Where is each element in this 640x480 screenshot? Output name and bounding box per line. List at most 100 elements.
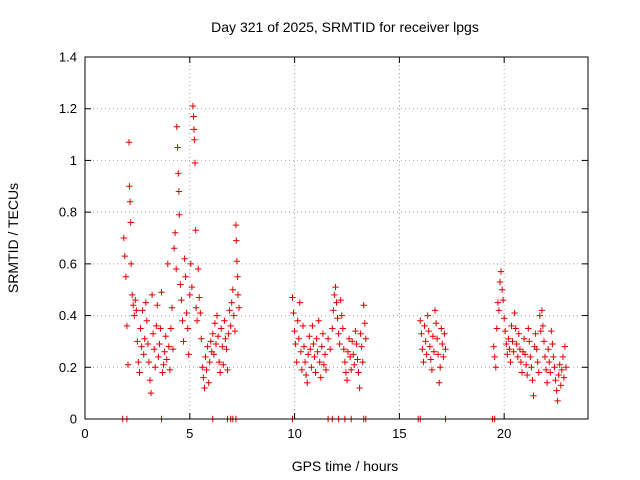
data-point xyxy=(509,338,516,345)
data-point xyxy=(226,307,233,314)
data-point xyxy=(511,309,518,317)
data-point xyxy=(234,273,241,280)
data-point xyxy=(320,361,328,368)
data-point xyxy=(341,358,349,366)
data-point xyxy=(127,260,135,268)
data-point xyxy=(207,338,214,345)
data-point xyxy=(532,330,539,337)
data-point xyxy=(205,379,212,386)
data-point xyxy=(151,346,158,353)
data-point xyxy=(173,265,180,273)
data-point xyxy=(120,234,127,242)
data-point xyxy=(439,340,446,348)
data-point xyxy=(428,366,436,374)
data-point xyxy=(526,338,533,345)
data-point xyxy=(493,325,500,332)
data-point xyxy=(160,361,167,368)
data-point xyxy=(339,325,346,332)
data-point xyxy=(170,245,178,252)
data-point xyxy=(309,322,316,330)
data-point xyxy=(506,346,513,353)
data-point xyxy=(361,320,368,327)
data-point xyxy=(338,312,345,319)
data-point xyxy=(231,327,239,335)
data-point xyxy=(514,353,521,361)
data-point xyxy=(503,340,510,348)
data-point xyxy=(316,358,323,366)
y-tick-label: 0 xyxy=(70,412,77,427)
data-point xyxy=(358,343,365,350)
data-point xyxy=(350,351,357,358)
data-point xyxy=(357,330,364,337)
data-point xyxy=(158,289,165,296)
data-point xyxy=(426,343,433,350)
data-point xyxy=(164,260,171,268)
data-point xyxy=(126,198,134,205)
data-point xyxy=(181,255,188,262)
data-point xyxy=(143,317,150,324)
data-point xyxy=(188,283,196,291)
data-point xyxy=(301,358,309,366)
data-point xyxy=(362,335,369,342)
data-point xyxy=(517,358,525,366)
data-point xyxy=(495,307,503,314)
data-point xyxy=(421,322,428,330)
data-point xyxy=(319,330,327,337)
y-tick-label: 1.4 xyxy=(59,50,77,65)
data-point xyxy=(496,278,504,286)
data-point xyxy=(180,338,187,345)
data-point xyxy=(311,353,318,361)
data-point xyxy=(329,325,336,332)
y-tick-label: 1 xyxy=(70,153,77,168)
ticks: 0 0.2 0.4 0.6 0.8 1 1.2 1.4 0 5 10 15 20 xyxy=(59,50,588,441)
data-point xyxy=(538,307,546,314)
data-point xyxy=(501,315,508,322)
x-tick-label: 20 xyxy=(497,426,511,441)
data-point xyxy=(218,325,225,332)
data-point xyxy=(308,364,315,371)
data-point xyxy=(186,291,193,299)
data-point xyxy=(229,286,236,293)
data-point xyxy=(437,364,444,371)
data-point xyxy=(185,351,192,358)
data-point xyxy=(344,348,352,355)
data-point xyxy=(130,302,137,309)
data-point xyxy=(306,333,313,340)
data-point xyxy=(290,309,297,317)
data-point xyxy=(424,312,431,319)
data-point xyxy=(215,358,223,366)
data-point xyxy=(515,330,522,337)
data-point xyxy=(331,291,338,299)
data-point xyxy=(497,268,505,275)
data-point xyxy=(234,291,242,299)
data-point xyxy=(312,369,319,376)
data-point xyxy=(224,366,231,374)
data-point xyxy=(136,369,143,376)
data-point xyxy=(546,358,553,366)
data-point xyxy=(349,338,356,345)
data-point xyxy=(540,338,548,345)
data-point xyxy=(191,159,199,167)
data-point xyxy=(133,307,140,314)
data-point xyxy=(417,317,424,324)
data-point xyxy=(200,374,207,381)
y-tick-label: 1.2 xyxy=(59,101,77,116)
x-axis-title: GPS time / hours xyxy=(292,458,399,474)
data-point xyxy=(418,330,425,337)
data-point xyxy=(556,361,563,368)
data-point xyxy=(552,377,559,384)
data-point xyxy=(137,325,144,332)
data-point xyxy=(513,340,520,348)
data-point xyxy=(507,358,514,366)
data-point xyxy=(499,296,507,304)
data-point xyxy=(420,358,427,366)
data-point xyxy=(142,299,149,306)
data-point xyxy=(297,348,305,355)
data-point xyxy=(147,389,155,397)
data-point xyxy=(434,351,442,358)
data-point xyxy=(135,358,142,366)
data-point xyxy=(432,320,440,327)
y-tick-label: 0.2 xyxy=(59,360,77,375)
data-point xyxy=(335,330,342,337)
data-point xyxy=(353,340,360,348)
